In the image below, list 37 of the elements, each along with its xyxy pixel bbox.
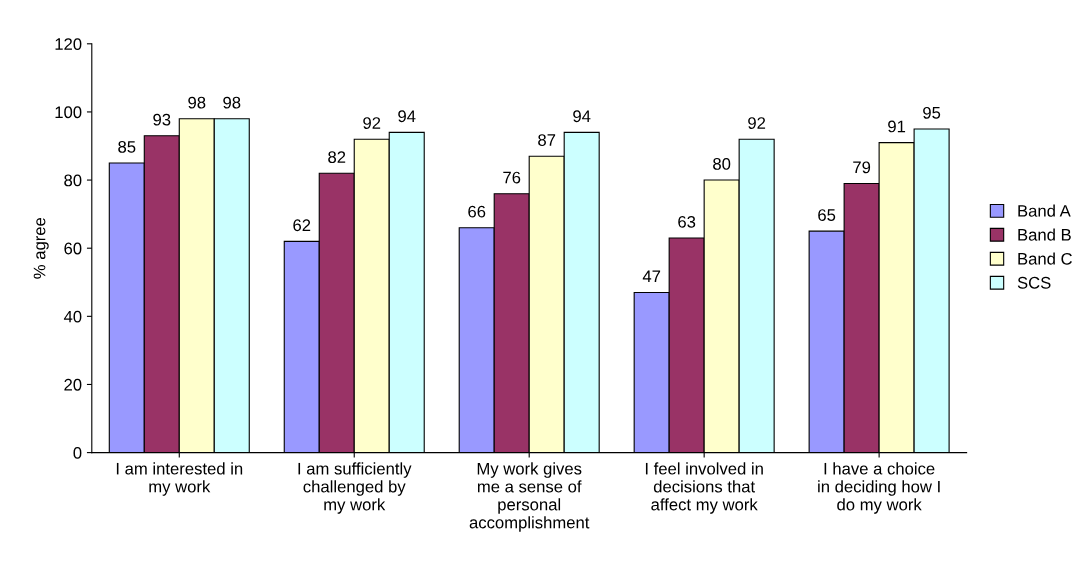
data-label: 92 bbox=[748, 117, 766, 129]
data-label: 82 bbox=[328, 151, 346, 164]
data-label: 76 bbox=[503, 171, 521, 184]
data-label: 63 bbox=[678, 215, 696, 228]
legend-label: SCS bbox=[1017, 276, 1051, 289]
x-tick-label: I have a choice in deciding how I do my work bbox=[818, 462, 940, 514]
y-tick-label: 20 bbox=[64, 378, 82, 391]
data-label: 47 bbox=[642, 270, 661, 283]
legend-label: Band B bbox=[1018, 228, 1071, 241]
y-tick-label: 60 bbox=[64, 242, 82, 255]
data-label: 92 bbox=[363, 117, 381, 129]
legend-label: Band A bbox=[1018, 204, 1071, 217]
x-tick-label: I am interested in my work bbox=[116, 462, 243, 496]
x-tick-label: My work gives me a sense of personal accomplishment bbox=[469, 462, 590, 532]
data-label: 95 bbox=[923, 106, 941, 119]
y-tick-label: 100 bbox=[55, 106, 82, 119]
data-label: 85 bbox=[118, 140, 136, 153]
data-label: 94 bbox=[573, 110, 591, 123]
y-axis-title: % agree bbox=[33, 217, 49, 279]
data-label: 65 bbox=[818, 209, 836, 221]
data-label: 98 bbox=[223, 96, 241, 109]
data-label: 80 bbox=[713, 158, 731, 170]
y-tick-label: 40 bbox=[63, 310, 82, 323]
data-label: 62 bbox=[293, 219, 311, 232]
data-label: 87 bbox=[538, 134, 556, 146]
x-tick-label: I am sufficiently challenged by my work bbox=[298, 462, 412, 514]
legend-label: Band C bbox=[1018, 252, 1072, 265]
y-tick-label: 80 bbox=[64, 174, 82, 187]
data-label: 93 bbox=[153, 113, 171, 126]
data-label: 98 bbox=[188, 96, 206, 109]
data-label: 79 bbox=[853, 161, 871, 174]
x-tick-label: I feel involved in decisions that affect my work bbox=[645, 462, 763, 514]
data-label: 91 bbox=[888, 120, 906, 133]
y-tick-label: 120 bbox=[55, 38, 82, 50]
data-label: 94 bbox=[398, 110, 416, 123]
y-tick-label: 0 bbox=[73, 447, 82, 459]
data-label: 66 bbox=[468, 205, 486, 218]
